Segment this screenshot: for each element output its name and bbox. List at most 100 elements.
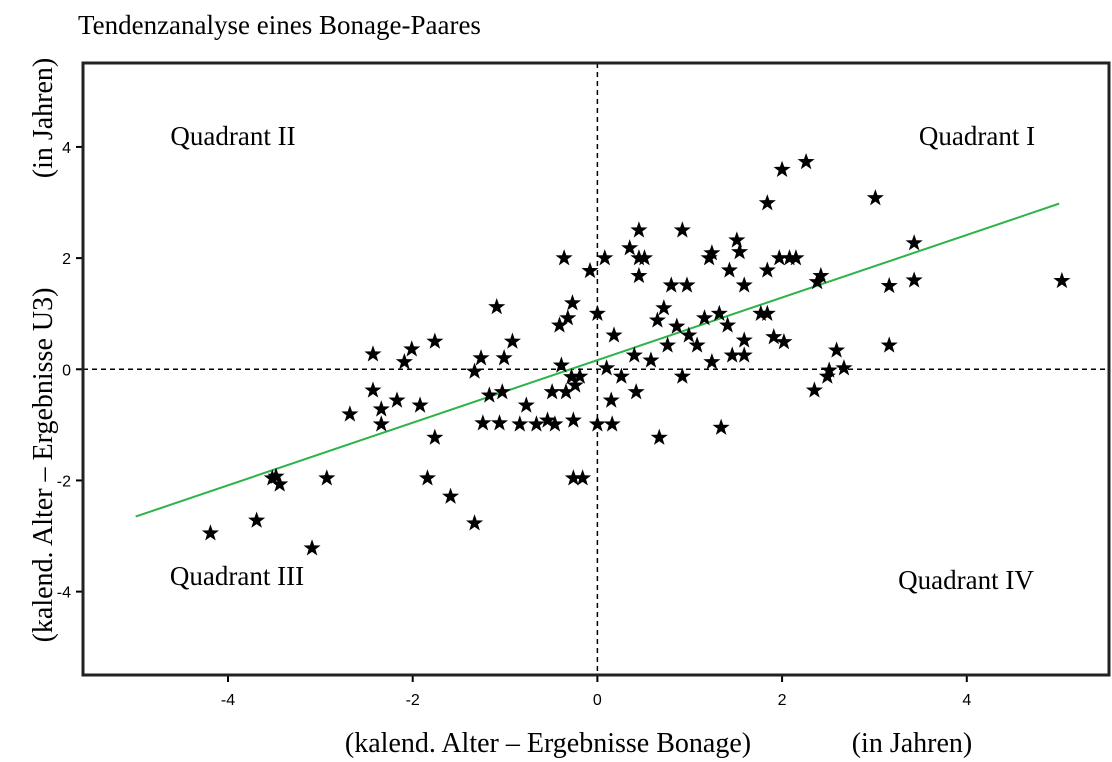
point — [635, 249, 654, 266]
point — [543, 383, 561, 400]
point — [564, 411, 582, 428]
point — [627, 383, 645, 400]
point — [765, 328, 783, 345]
point — [559, 309, 577, 326]
point — [673, 367, 691, 384]
point — [474, 414, 492, 431]
point — [719, 316, 737, 333]
point — [680, 326, 698, 343]
plot-frame — [81, 61, 1111, 677]
point — [818, 367, 836, 384]
point — [364, 381, 382, 398]
point — [695, 309, 714, 326]
point — [678, 276, 696, 293]
point — [503, 332, 521, 349]
point — [566, 376, 584, 393]
point — [511, 415, 529, 432]
point — [787, 249, 805, 266]
point — [655, 299, 673, 316]
point — [828, 341, 846, 358]
point — [880, 276, 898, 294]
point — [527, 415, 545, 432]
point — [552, 356, 570, 373]
y-axis-unit: (in Jahren) — [28, 58, 59, 179]
point — [735, 276, 753, 293]
point — [248, 511, 266, 528]
point — [574, 469, 592, 486]
point — [605, 326, 623, 343]
point — [411, 396, 429, 413]
point — [563, 294, 582, 311]
point — [731, 242, 749, 260]
point — [263, 469, 281, 486]
point — [758, 304, 776, 321]
point — [426, 332, 444, 349]
point — [621, 239, 639, 256]
quadrant-label: Quadrant IV — [898, 565, 1034, 595]
point — [372, 400, 390, 417]
point — [728, 231, 746, 248]
point — [659, 336, 677, 353]
quadrant-label: Quadrant II — [170, 121, 295, 151]
point — [596, 249, 614, 266]
point — [538, 411, 557, 428]
point — [735, 331, 753, 348]
point — [403, 340, 421, 357]
point — [642, 351, 660, 368]
point — [557, 383, 575, 400]
point — [630, 266, 648, 284]
y-tick-label: 2 — [62, 251, 71, 268]
point — [710, 304, 728, 321]
point — [546, 415, 564, 432]
point — [555, 249, 573, 266]
point — [388, 391, 406, 408]
point — [773, 160, 791, 178]
point — [603, 415, 621, 432]
point — [625, 346, 643, 363]
point — [495, 349, 513, 366]
point — [480, 386, 498, 403]
point — [418, 469, 437, 486]
point — [880, 336, 898, 353]
point — [612, 367, 630, 384]
point — [598, 359, 616, 376]
point — [797, 152, 815, 170]
point — [835, 359, 853, 376]
x-tick-label: -4 — [221, 692, 235, 709]
point — [395, 353, 413, 370]
y-tick-label: 0 — [62, 362, 71, 379]
point — [372, 415, 390, 432]
point — [472, 349, 490, 366]
point — [866, 189, 884, 206]
point — [770, 249, 788, 266]
quadrant-label: Quadrant I — [919, 121, 1035, 151]
point — [517, 396, 535, 413]
point — [662, 276, 680, 293]
point — [201, 524, 219, 541]
point — [805, 381, 823, 398]
point — [752, 304, 770, 321]
point — [673, 221, 691, 238]
point — [820, 361, 838, 378]
point — [564, 469, 582, 486]
point — [562, 368, 581, 385]
x-tick-label: 2 — [778, 692, 787, 709]
point — [490, 414, 509, 431]
x-tick-label: -2 — [406, 692, 420, 709]
point — [488, 298, 506, 315]
point — [668, 317, 686, 334]
y-tick-label: -4 — [57, 585, 71, 602]
y-tick-label: -2 — [57, 473, 71, 490]
point — [588, 415, 606, 432]
point — [571, 367, 589, 384]
point — [650, 428, 668, 445]
point — [466, 514, 484, 531]
point — [735, 346, 753, 363]
point — [466, 362, 484, 379]
point — [426, 428, 444, 445]
point — [758, 194, 776, 211]
point — [441, 487, 460, 504]
point — [1053, 271, 1071, 289]
point — [602, 391, 620, 408]
